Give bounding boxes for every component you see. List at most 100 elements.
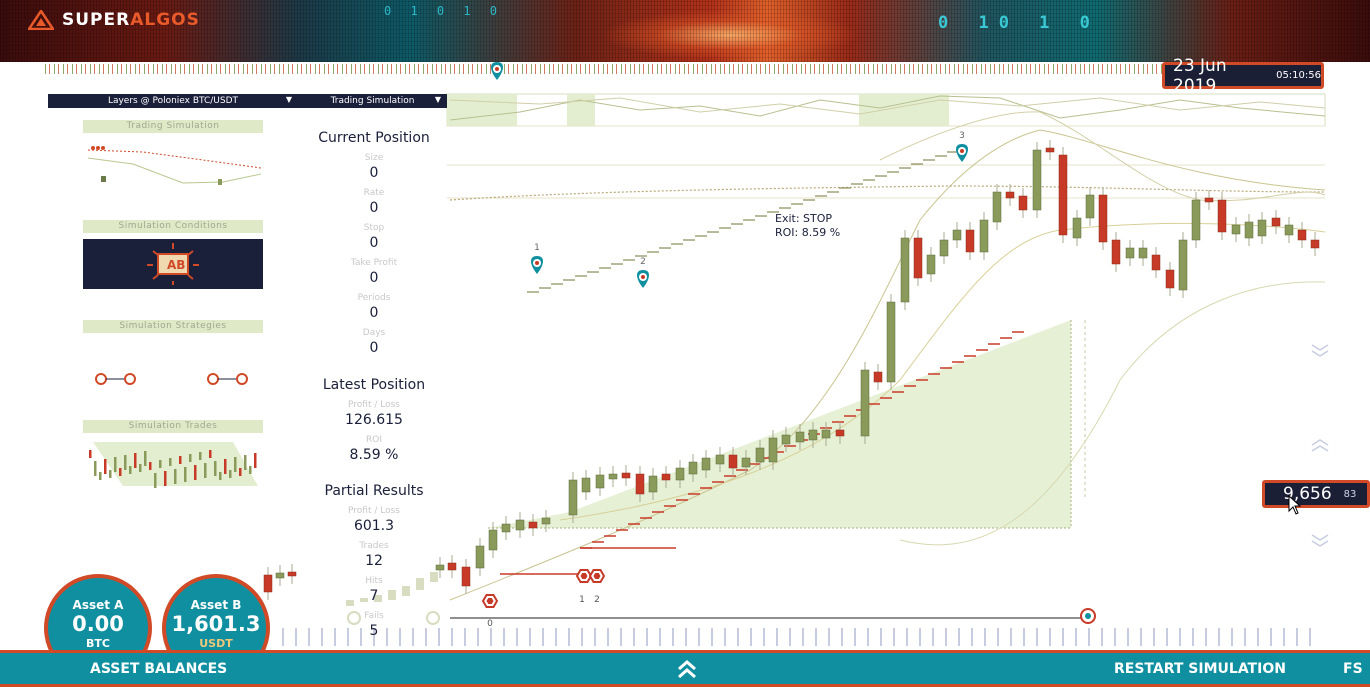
thumb-simulation-conditions[interactable]: AB [83, 239, 263, 289]
x-axis-label [1179, 628, 1181, 646]
thumb-title-simulation-trades[interactable]: Simulation Trades [83, 420, 263, 433]
binary-decoration-right: 0 10 1 0 [938, 13, 1100, 33]
thumb-candle [184, 467, 187, 482]
candle [648, 475, 658, 493]
thumb-candle [219, 472, 222, 480]
x-axis-label [1023, 628, 1025, 646]
candle [741, 457, 751, 468]
trigger-marker-1-pin-dot [535, 261, 539, 265]
candle [488, 529, 498, 551]
thumb-candle [224, 459, 227, 474]
x-axis-label [698, 628, 700, 646]
x-axis-label [438, 628, 440, 646]
layers-dropdown[interactable]: Layers @ Poloniex BTC/USDT ▼ [48, 94, 298, 108]
x-axis-label [841, 628, 843, 646]
current-price-suffix: 83 [1343, 488, 1357, 500]
x-axis-label [386, 628, 388, 646]
asset-balances-button[interactable]: ASSET BALANCES [90, 661, 228, 677]
header-texture [0, 0, 1370, 62]
candle [808, 429, 818, 441]
ghost-candle [388, 590, 396, 600]
trigger-marker-2-pin-dot [641, 275, 645, 279]
exit-label: Exit: STOP [775, 212, 832, 225]
candle [900, 237, 910, 303]
thumb-title-simulation-conditions[interactable]: Simulation Conditions [83, 220, 263, 233]
candle [447, 562, 457, 571]
candle [528, 521, 538, 529]
field-label: Trades [359, 541, 389, 551]
x-axis-label [893, 628, 895, 646]
ghost-candle [360, 598, 368, 602]
x-axis-label [282, 628, 284, 646]
x-axis-label [607, 628, 609, 646]
x-axis-label [1218, 628, 1220, 646]
conditions-icon: AB [157, 253, 189, 275]
thumb-title-simulation-strategies[interactable]: Simulation Strategies [83, 320, 263, 333]
x-axis-label [1075, 628, 1077, 646]
band-line [879, 111, 1326, 202]
datetime-box[interactable]: 23 Jun 2019 05:10:56 [1162, 56, 1324, 96]
thumb-candle [154, 473, 157, 488]
fullscreen-button[interactable]: FS [1343, 661, 1363, 677]
thumb-candle [214, 461, 217, 476]
moving-average-dotted [449, 185, 1326, 201]
x-axis-label [711, 628, 713, 646]
x-axis-label [1296, 628, 1298, 646]
x-axis-label [685, 628, 687, 646]
candle [886, 301, 896, 383]
current-price-box[interactable]: 9,656 83 [1262, 480, 1370, 508]
x-axis-label [321, 628, 323, 646]
x-axis-label [854, 628, 856, 646]
scroll-chevron-icon [1311, 534, 1329, 541]
candle [1165, 269, 1175, 289]
thumb-trading-simulation[interactable] [83, 138, 263, 188]
asset-a-label: Asset A [72, 598, 124, 612]
candle [701, 457, 711, 471]
thumb-simulation-strategies[interactable] [83, 365, 263, 395]
profit-area [488, 320, 1071, 528]
thumb-candle [89, 450, 92, 458]
x-axis-label [568, 628, 570, 646]
ghost-strategy-icon [426, 611, 440, 625]
restart-simulation-button[interactable]: RESTART SIMULATION [1114, 661, 1286, 677]
thumb-title-trading-simulation[interactable]: Trading Simulation [83, 120, 263, 133]
candle [835, 429, 845, 437]
x-axis-label [1114, 628, 1116, 646]
strategy-end-icon-center [1085, 613, 1091, 619]
field-value: 0 [369, 200, 379, 216]
candle [873, 371, 883, 383]
indicator-band-highlight [859, 94, 949, 126]
binary-decoration-top: 0 1 0 1 0 [384, 4, 504, 18]
candle [475, 545, 485, 569]
thumb-candle [254, 453, 257, 468]
simulation-dropdown[interactable]: Trading Simulation ▼ [298, 94, 447, 108]
layers-dropdown-label: Layers @ Poloniex BTC/USDT [107, 96, 239, 106]
thumb-candle [99, 472, 102, 480]
candle [781, 434, 791, 445]
partial-results-title: Partial Results [324, 483, 424, 499]
simulation-dropdown-arrow-icon: ▼ [434, 95, 441, 104]
x-axis-label [945, 628, 947, 646]
candle [952, 229, 962, 241]
scroll-chevron-icon [1311, 540, 1329, 547]
x-axis-label [581, 628, 583, 646]
candle [287, 571, 297, 577]
x-axis-label [308, 628, 310, 646]
x-axis-label [971, 628, 973, 646]
candle [661, 473, 671, 481]
x-axis-label [1205, 628, 1207, 646]
current-position-title: Current Position [318, 130, 430, 146]
roi-label: ROI: 8.59 % [775, 226, 840, 239]
date-text: 23 Jun 2019 [1173, 55, 1227, 96]
field-label: Size [364, 153, 384, 163]
latest-position-title: Latest Position [322, 377, 426, 393]
thumb-simulation-trades[interactable] [83, 438, 263, 492]
thumb-candle [124, 455, 127, 470]
chevron-up-double-icon[interactable] [676, 659, 698, 679]
candle [263, 574, 273, 593]
x-axis-label [464, 628, 466, 646]
candle [860, 369, 870, 437]
x-axis-label [919, 628, 921, 646]
